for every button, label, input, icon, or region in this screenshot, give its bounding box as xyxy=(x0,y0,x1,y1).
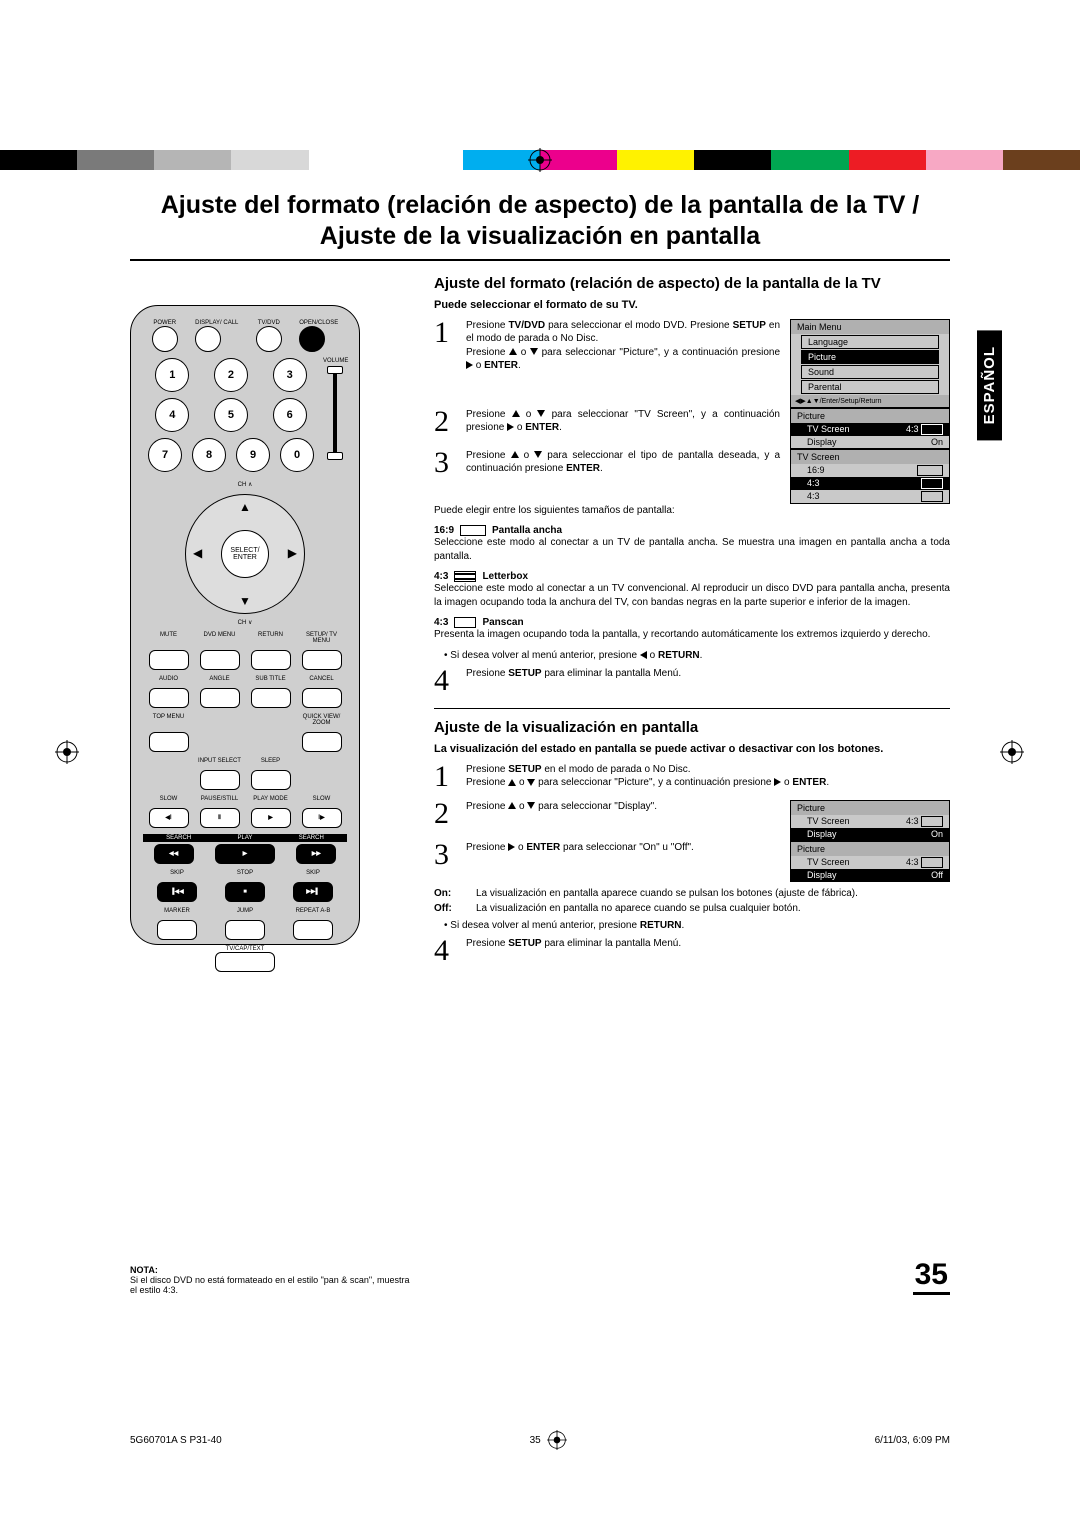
section1-intro: Puede seleccionar el formato de su TV. xyxy=(434,299,950,311)
step2-text: Presione o para seleccionar "TV Screen",… xyxy=(466,408,780,435)
step-number: 1 xyxy=(434,319,458,373)
remote-diagram: POWER DISPLAY/ CALL TV/DVD OPEN/CLOSE 12… xyxy=(130,305,360,945)
left-column: POWER DISPLAY/ CALL TV/DVD OPEN/CLOSE 12… xyxy=(130,275,410,1295)
remote-display xyxy=(195,326,221,352)
menu-picture-off: Picture TV Screen4:3 DisplayOff xyxy=(790,841,950,882)
footer-page: 35 xyxy=(530,1435,541,1446)
remote-dpad: SELECT/ ENTER ▲ ▼ ◀ ▶ xyxy=(185,494,305,614)
language-tab: ESPAÑOL xyxy=(977,330,1002,440)
footer-timestamp: 6/11/03, 6:09 PM xyxy=(875,1435,950,1446)
remote-openclose xyxy=(299,326,325,352)
menu-picture-on: Picture TV Screen4:3 DisplayOn xyxy=(790,800,950,841)
onoff-definitions: On:La visualización en pantalla aparece … xyxy=(434,888,950,914)
page-content: Ajuste del formato (relación de aspecto)… xyxy=(130,190,950,1420)
registration-mark-left xyxy=(55,740,79,764)
section2-intro: La visualización del estado en pantalla … xyxy=(434,743,950,755)
nota-block: NOTA: Si el disco DVD no está formateado… xyxy=(130,1265,410,1295)
registration-mark-top xyxy=(528,148,552,172)
step3-text: Presione o para seleccionar el tipo de p… xyxy=(466,449,780,476)
menu-picture: Picture TV Screen4:3 DisplayOn xyxy=(790,408,950,449)
right-column: Ajuste del formato (relación de aspecto)… xyxy=(434,275,950,1295)
remote-tvdvd xyxy=(256,326,282,352)
page-number: 35 xyxy=(913,1258,950,1295)
menu-main: Main Menu Language Picture Sound Parenta… xyxy=(790,319,950,408)
section1-heading: Ajuste del formato (relación de aspecto)… xyxy=(434,275,950,293)
sec1-bullet: • Si desea volver al menú anterior, pres… xyxy=(444,650,950,661)
nota-text: Si el disco DVD no está formateado en el… xyxy=(130,1275,410,1295)
nota-heading: NOTA: xyxy=(130,1265,158,1275)
registration-mark-right xyxy=(1000,740,1024,764)
print-footer: 5G60701A S P31-40 35 6/11/03, 6:09 PM xyxy=(130,1430,950,1450)
step1-text: Presione TV/DVD para seleccionar el modo… xyxy=(466,319,780,373)
section2-heading: Ajuste de la visualización en pantalla xyxy=(434,719,950,737)
menu-tvscreen: TV Screen 16:9 4:3 4:3 xyxy=(790,449,950,504)
footer-doc-id: 5G60701A S P31-40 xyxy=(130,1435,222,1446)
page-title: Ajuste del formato (relación de aspecto)… xyxy=(130,190,950,261)
after-step3: Puede elegir entre los siguientes tamaño… xyxy=(434,504,950,518)
remote-power xyxy=(152,326,178,352)
